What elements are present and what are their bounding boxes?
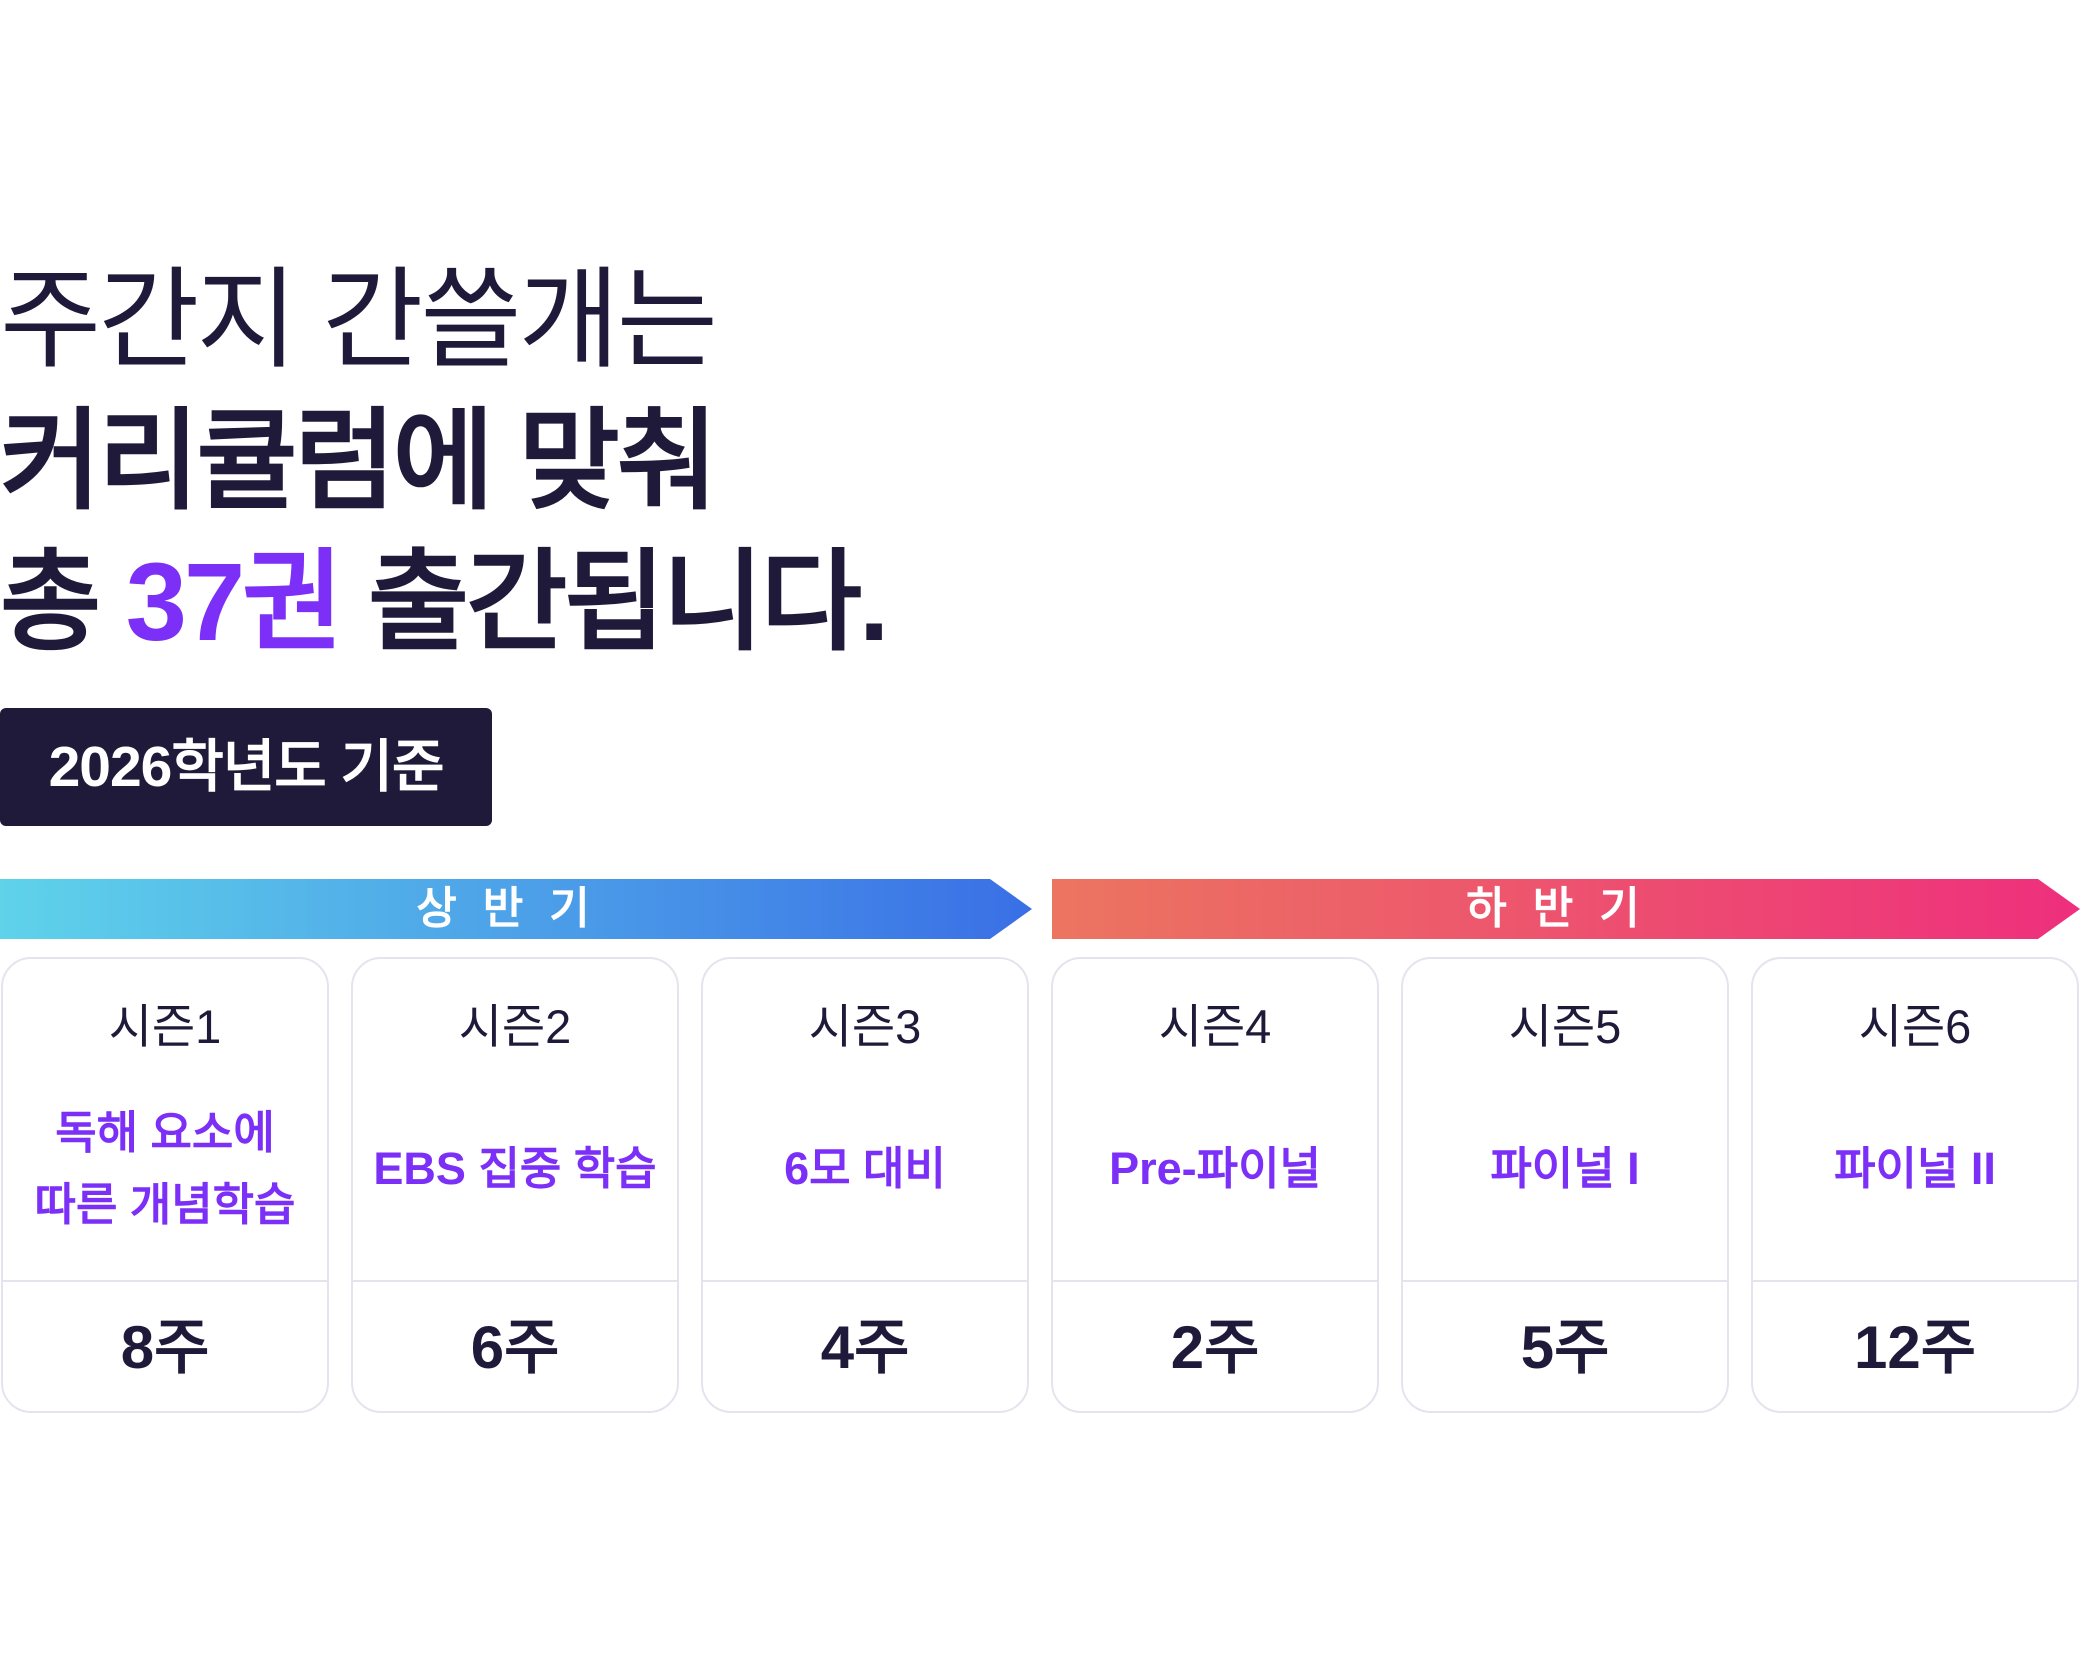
season-title: 시즌1 — [108, 1000, 222, 1053]
second-half-arrow: 하반기 — [1052, 879, 2080, 939]
headline-volume-count: 37권 — [125, 541, 344, 664]
season-topic-box: 파이널 II — [1753, 1069, 2077, 1269]
season-title: 시즌4 — [1158, 1000, 1272, 1053]
season-title: 시즌6 — [1858, 1000, 1972, 1053]
season-topic-box: 6모 대비 — [703, 1069, 1027, 1269]
headline-line-3: 총 37권 출간됩니다. — [0, 532, 890, 673]
season-topic: 파이널 II — [1834, 1143, 1996, 1194]
card-divider — [1403, 1280, 1727, 1282]
season-topic-box: 파이널 I — [1403, 1069, 1727, 1269]
season-topic: EBS 집중 학습 — [373, 1143, 657, 1194]
season-card-4: 시즌4 Pre-파이널 2주 — [1051, 957, 1379, 1413]
headline-line-1: 주간지 간쓸개는 — [0, 259, 718, 382]
second-half-label: 하반기 — [1466, 884, 1666, 933]
card-divider — [1053, 1280, 1377, 1282]
season-weeks: 5주 — [1520, 1314, 1610, 1381]
season-title: 시즌3 — [808, 1000, 922, 1053]
season-weeks: 6주 — [470, 1314, 560, 1381]
headline-line-2: 커리큘럼에 맞춰 — [0, 400, 718, 523]
season-title: 시즌5 — [1508, 1000, 1622, 1053]
season-weeks: 2주 — [1170, 1314, 1260, 1381]
season-cards: 시즌1 독해 요소에 따른 개념학습 8주 시즌2 EBS 집중 학습 6주 시… — [0, 957, 2080, 1415]
first-half-label: 상반기 — [416, 884, 616, 933]
first-half-arrow: 상반기 — [0, 879, 1032, 939]
season-title: 시즌2 — [458, 1000, 572, 1053]
season-topic: 파이널 I — [1490, 1143, 1640, 1194]
season-card-3: 시즌3 6모 대비 4주 — [701, 957, 1029, 1413]
card-divider — [3, 1280, 327, 1282]
first-half-arrow-shape — [0, 879, 1032, 939]
season-topic: 6모 대비 — [784, 1143, 946, 1194]
season-weeks: 8주 — [120, 1314, 210, 1381]
season-card-6: 시즌6 파이널 II 12주 — [1751, 957, 2079, 1413]
season-card-5: 시즌5 파이널 I 5주 — [1401, 957, 1729, 1413]
season-topic: 독해 요소에 따른 개념학습 — [34, 1107, 296, 1230]
season-card-2: 시즌2 EBS 집중 학습 6주 — [351, 957, 679, 1413]
season-weeks: 4주 — [820, 1314, 910, 1381]
second-half-arrow-shape — [1052, 879, 2080, 939]
card-divider — [703, 1280, 1027, 1282]
season-topic-box: Pre-파이널 — [1053, 1069, 1377, 1269]
headline-line-3-suffix: 출간됩니다. — [340, 541, 890, 664]
headline-line-3-prefix: 총 — [0, 541, 126, 664]
headline: 주간지 간쓸개는 커리큘럼에 맞춰 총 37권 출간됩니다. — [0, 250, 890, 673]
season-card-1: 시즌1 독해 요소에 따른 개념학습 8주 — [1, 957, 329, 1413]
season-topic-box: 독해 요소에 따른 개념학습 — [3, 1069, 327, 1269]
season-weeks: 12주 — [1854, 1314, 1976, 1381]
season-topic-box: EBS 집중 학습 — [353, 1069, 677, 1269]
card-divider — [353, 1280, 677, 1282]
season-topic: Pre-파이널 — [1109, 1143, 1321, 1194]
card-divider — [1753, 1280, 2077, 1282]
academic-year-badge: 2026학년도 기준 — [0, 708, 492, 826]
